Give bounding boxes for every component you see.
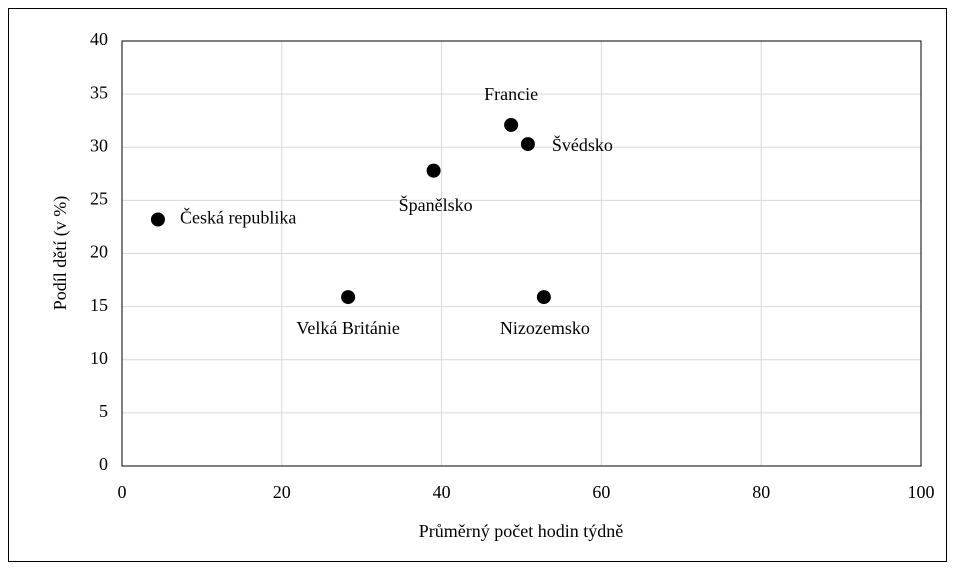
point bbox=[426, 163, 441, 178]
x-tick-label: 60 bbox=[592, 482, 610, 502]
point-label: Velká Británie bbox=[296, 318, 399, 338]
point-label: Švédsko bbox=[552, 134, 613, 155]
point bbox=[341, 290, 356, 305]
x-tick-label: 40 bbox=[433, 482, 451, 502]
point-label: Španělsko bbox=[399, 194, 473, 215]
y-tick-label: 35 bbox=[90, 82, 108, 102]
point-label: Nizozemsko bbox=[500, 318, 590, 338]
x-tick-label: 80 bbox=[752, 482, 770, 502]
y-tick-label: 20 bbox=[90, 242, 108, 262]
frame bbox=[8, 8, 947, 562]
point bbox=[150, 212, 165, 227]
y-tick-label: 5 bbox=[99, 401, 108, 421]
y-tick-label: 25 bbox=[90, 189, 108, 209]
y-tick-label: 30 bbox=[90, 135, 108, 155]
point-label: Francie bbox=[484, 84, 538, 104]
y-tick-label: 10 bbox=[90, 348, 108, 368]
plot-border bbox=[121, 40, 922, 467]
y-tick-label: 40 bbox=[90, 29, 108, 49]
x-axis-title: Průměrný počet hodin týdně bbox=[419, 521, 623, 541]
point bbox=[520, 137, 535, 152]
y-tick-label: 0 bbox=[99, 454, 108, 474]
x-tick-label: 20 bbox=[273, 482, 291, 502]
x-tick-label: 100 bbox=[908, 482, 935, 502]
y-tick-label: 15 bbox=[90, 295, 108, 315]
y-axis-title: Podíl dětí (v %) bbox=[50, 196, 71, 311]
point bbox=[504, 117, 519, 132]
point-label: Česká republika bbox=[180, 207, 296, 228]
x-tick-label: 0 bbox=[118, 482, 127, 502]
point bbox=[536, 290, 551, 305]
